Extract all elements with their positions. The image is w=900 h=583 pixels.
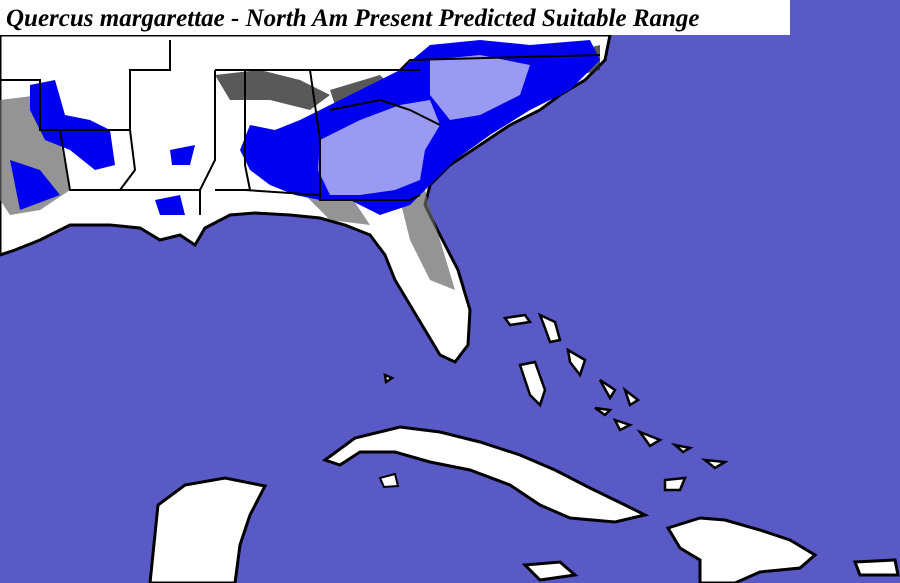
cuba (321, 425, 650, 524)
isle-of-youth (378, 472, 400, 489)
terrain-shading (215, 45, 600, 120)
yucatan (148, 476, 268, 583)
map-title: Quercus margarettae - North Am Present P… (6, 5, 700, 32)
hispaniola (665, 516, 818, 583)
range-moderate (318, 55, 530, 195)
puerto-rico (852, 558, 900, 577)
title-box (0, 0, 790, 35)
jamaica (521, 560, 579, 582)
state-borders (0, 40, 601, 215)
bahamas (383, 312, 729, 492)
